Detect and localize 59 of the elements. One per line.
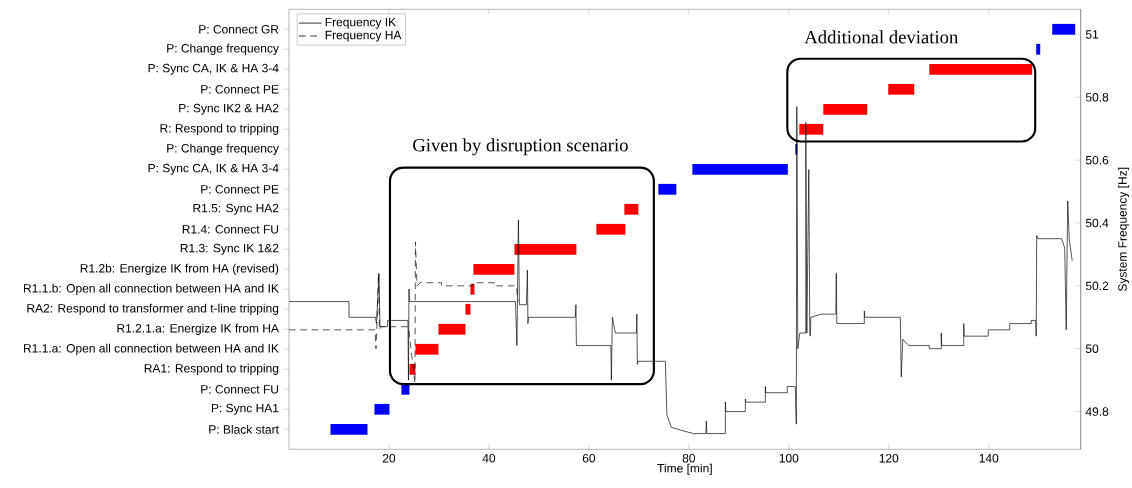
bar bbox=[473, 263, 515, 275]
x-tick-label: 40 bbox=[482, 453, 496, 463]
y-tick-label: P: Black start bbox=[209, 424, 279, 434]
y-tick-label: 50 bbox=[1085, 344, 1099, 353]
y-tick-label: P: Connect FU bbox=[201, 385, 279, 394]
bar bbox=[374, 403, 390, 415]
bar bbox=[1052, 23, 1076, 35]
bar bbox=[330, 423, 368, 435]
annotation: Given by disruption scenario bbox=[413, 138, 628, 156]
y-tick-label: R1.1.a: Open all connection between HA and IK bbox=[24, 343, 279, 355]
y-tick-label: P: Connect PE bbox=[201, 85, 279, 94]
y-tick-label: P: Sync CA, IK & HA 3-4 bbox=[148, 63, 279, 75]
x-tick-label: 80 bbox=[682, 453, 696, 463]
y-tick-label: R1.4: Connect FU bbox=[182, 225, 279, 234]
bar bbox=[658, 183, 677, 195]
y-tick-label: 51 bbox=[1085, 30, 1099, 39]
y-tick-label: 50.8 bbox=[1085, 93, 1109, 102]
legend-label: Frequency HA bbox=[325, 30, 402, 42]
bar bbox=[929, 63, 1033, 75]
bar bbox=[415, 343, 439, 355]
bar bbox=[1036, 43, 1041, 55]
x-axis-title: Time [min] bbox=[657, 463, 712, 475]
x-tick-label: 140 bbox=[979, 453, 999, 463]
y-tick-label: P: Change frequency bbox=[167, 43, 279, 55]
bar bbox=[514, 243, 577, 255]
y-tick-label: P: Change frequency bbox=[167, 143, 279, 155]
x-tick-label: 60 bbox=[582, 453, 596, 463]
bar bbox=[799, 123, 824, 135]
y-tick-label: R1.3: Sync IK 1&2 bbox=[180, 243, 279, 255]
y-tick-label: R: Respond to tripping bbox=[160, 123, 279, 135]
y-tick-label: RA2: Respond to transformer and t-line tripping bbox=[27, 303, 279, 315]
y-tick-label: RA1: Respond to tripping bbox=[144, 363, 279, 375]
bar bbox=[888, 83, 915, 95]
y-tick-label: P: Sync CA, IK & HA 3-4 bbox=[148, 163, 279, 175]
y-tick-label: 49.8 bbox=[1085, 407, 1109, 416]
y-tick-label: R1.5: Sync HA2 bbox=[193, 203, 279, 215]
y-tick-label: P: Connect PE bbox=[201, 185, 279, 194]
y-tick-label: R1.2.1.a: Energize IK from HA bbox=[117, 323, 279, 335]
legend-label: Frequency IK bbox=[325, 17, 396, 29]
y-tick-label: 50.4 bbox=[1085, 218, 1109, 228]
y-tick-label: 50.6 bbox=[1085, 155, 1109, 165]
x-tick-label: 100 bbox=[779, 453, 799, 463]
bar bbox=[823, 103, 868, 115]
bar bbox=[401, 383, 410, 395]
bar bbox=[596, 223, 626, 235]
y-tick-label: P: Sync IK2 & HA2 bbox=[179, 103, 279, 115]
y-tick-label: P: Connect GR bbox=[199, 25, 279, 34]
bar bbox=[692, 163, 788, 175]
y-axis-title: System Frequency [Hz] bbox=[1117, 167, 1130, 292]
y-tick-label: 50.2 bbox=[1085, 281, 1109, 291]
bar bbox=[438, 323, 466, 335]
y-tick-label: R1.1.b: Open all connection between HA and IK bbox=[24, 283, 279, 295]
y-tick-label: P: Sync HA1 bbox=[211, 403, 279, 415]
bar bbox=[465, 303, 471, 315]
bar bbox=[624, 203, 639, 215]
annotation: Additional deviation bbox=[804, 30, 959, 44]
x-tick-label: 120 bbox=[879, 453, 899, 463]
y-tick-label: R1.2b: Energize IK from HA (revised) bbox=[80, 263, 279, 275]
x-tick-label: 20 bbox=[382, 453, 396, 463]
